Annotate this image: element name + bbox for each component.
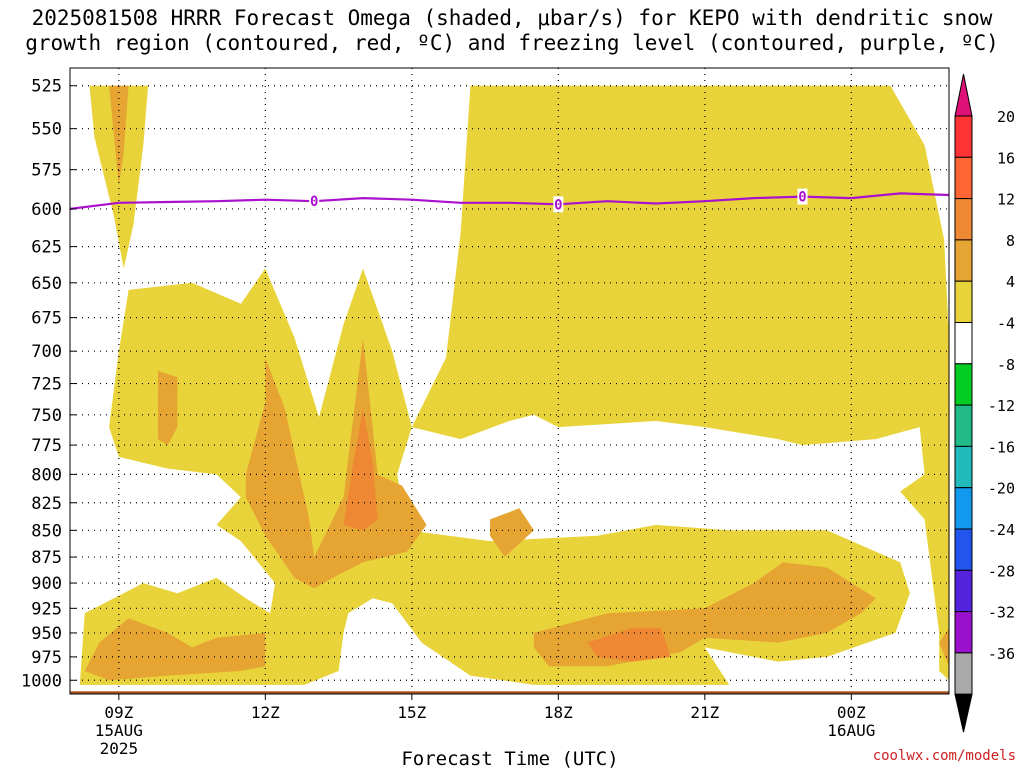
- y-tick-label: 900: [31, 574, 62, 594]
- colorbar-segment: [954, 280, 973, 324]
- y-tick-label: 725: [31, 375, 62, 395]
- freezing-level-label: 0: [798, 190, 806, 206]
- y-tick-label: 875: [31, 548, 62, 568]
- x-tick-sublabel: 15AUG: [95, 721, 143, 740]
- x-tick-sublabel: 2025: [100, 739, 139, 758]
- chart-title-line1: 2025081508 HRRR Forecast Omega (shaded, …: [31, 6, 993, 30]
- credit-text: coolwx.com/models: [872, 748, 1016, 764]
- freezing-level-label-bg: [553, 196, 564, 213]
- omega-shade-8-region-1: [109, 85, 129, 186]
- colorbar-label: -32: [988, 604, 1015, 622]
- freezing-level-label-bg: [797, 188, 808, 205]
- y-tick-label: 1000: [21, 671, 62, 691]
- chart-title-line2: growth region (contoured, red, ºC) and f…: [25, 31, 999, 55]
- plot-frame: [69, 67, 950, 695]
- freezing-level-contour: 0 0 0: [70, 188, 949, 213]
- freezing-level-label: 0: [310, 194, 318, 210]
- y-axis: 525 550 575 600 625 650 675 700 725 750 775 800 825 8…: [21, 77, 76, 691]
- y-tick-label: 925: [31, 599, 62, 619]
- colorbar-label: 12: [997, 191, 1015, 209]
- x-axis-label: Forecast Time (UTC): [401, 748, 618, 768]
- x-tick-sublabel: 16AUG: [827, 721, 875, 740]
- omega-shading: [79, 85, 949, 685]
- colorbar-label: -36: [988, 645, 1015, 663]
- colorbar-segment: [954, 363, 973, 406]
- y-tick-label: 775: [31, 436, 62, 456]
- colorbar-segment: [954, 239, 973, 282]
- colorbar-arrow-bottom: [954, 693, 973, 733]
- y-tick-label: 675: [31, 309, 62, 329]
- omega-shade-8-region-2: [157, 370, 178, 446]
- colorbar-segment: [954, 115, 973, 158]
- chart-title: 2025081508 HRRR Forecast Omega (shaded, …: [0, 6, 1024, 56]
- colorbar-segment: [954, 569, 973, 613]
- gridlines: [70, 68, 949, 694]
- omega-shade-8-region-3: [245, 337, 427, 589]
- y-tick-label: 825: [31, 494, 62, 514]
- y-tick-label: 650: [31, 274, 62, 294]
- y-tick-label: 600: [31, 200, 62, 220]
- colorbar-segment: [954, 322, 973, 365]
- omega-shade-8-region-5: [84, 618, 266, 681]
- colorbar-segment: [954, 611, 973, 654]
- y-tick-label: 525: [31, 77, 62, 97]
- ground-surface: [70, 691, 949, 694]
- ground-bar: [70, 691, 949, 694]
- omega-shade-8-region-4: [490, 508, 534, 558]
- colorbar-segment: [954, 445, 973, 489]
- colorbar-segment: [954, 528, 973, 571]
- colorbar-segment: [954, 198, 973, 241]
- colorbar-arrow-top: [954, 73, 973, 117]
- colorbar-segment: [954, 156, 973, 200]
- colorbar-label: 8: [1006, 232, 1015, 250]
- omega-shade-4-region-3: [504, 185, 906, 378]
- y-tick-label: 975: [31, 648, 62, 668]
- colorbar-segment: [954, 487, 973, 530]
- y-tick-label: 575: [31, 161, 62, 181]
- y-tick-label: 750: [31, 406, 62, 426]
- x-tick-label: 09Z: [104, 703, 133, 722]
- x-tick-label: 15Z: [397, 703, 426, 722]
- y-tick-label: 700: [31, 342, 62, 362]
- colorbar-label: -12: [988, 397, 1015, 415]
- colorbar-label: -24: [988, 521, 1015, 539]
- omega-shade-12-region-2: [587, 628, 671, 662]
- colorbar-label: 16: [997, 149, 1015, 167]
- y-tick-label: 550: [31, 120, 62, 140]
- colorbar-label: -20: [988, 480, 1015, 498]
- x-tick-label: 18Z: [544, 703, 573, 722]
- y-tick-label: 950: [31, 624, 62, 644]
- colorbar-segment: [954, 652, 973, 695]
- freezing-level-label-bg: [309, 193, 320, 210]
- x-tick-label: 12Z: [251, 703, 280, 722]
- omega-shade-12-region-1: [343, 408, 378, 531]
- y-tick-label: 625: [31, 238, 62, 258]
- freezing-level-label: 0: [554, 197, 562, 213]
- colorbar-label: -8: [997, 356, 1015, 374]
- colorbar-segment: [954, 404, 973, 447]
- colorbar-label: -16: [988, 438, 1015, 456]
- omega-shade-4-region-4: [79, 268, 910, 685]
- y-tick-label: 800: [31, 465, 62, 485]
- colorbar-label: -4: [997, 315, 1015, 333]
- x-tick-label: 21Z: [690, 703, 719, 722]
- y-tick-label: 850: [31, 521, 62, 541]
- colorbar-label: 4: [1006, 273, 1015, 291]
- colorbar: 20 16 12 8 4 -4 -8 -12 -16 -20 -24 -28 -32 -36: [954, 73, 1015, 733]
- colorbar-label: 20: [997, 108, 1015, 126]
- colorbar-label: -28: [988, 562, 1015, 580]
- x-tick-label: 00Z: [837, 703, 866, 722]
